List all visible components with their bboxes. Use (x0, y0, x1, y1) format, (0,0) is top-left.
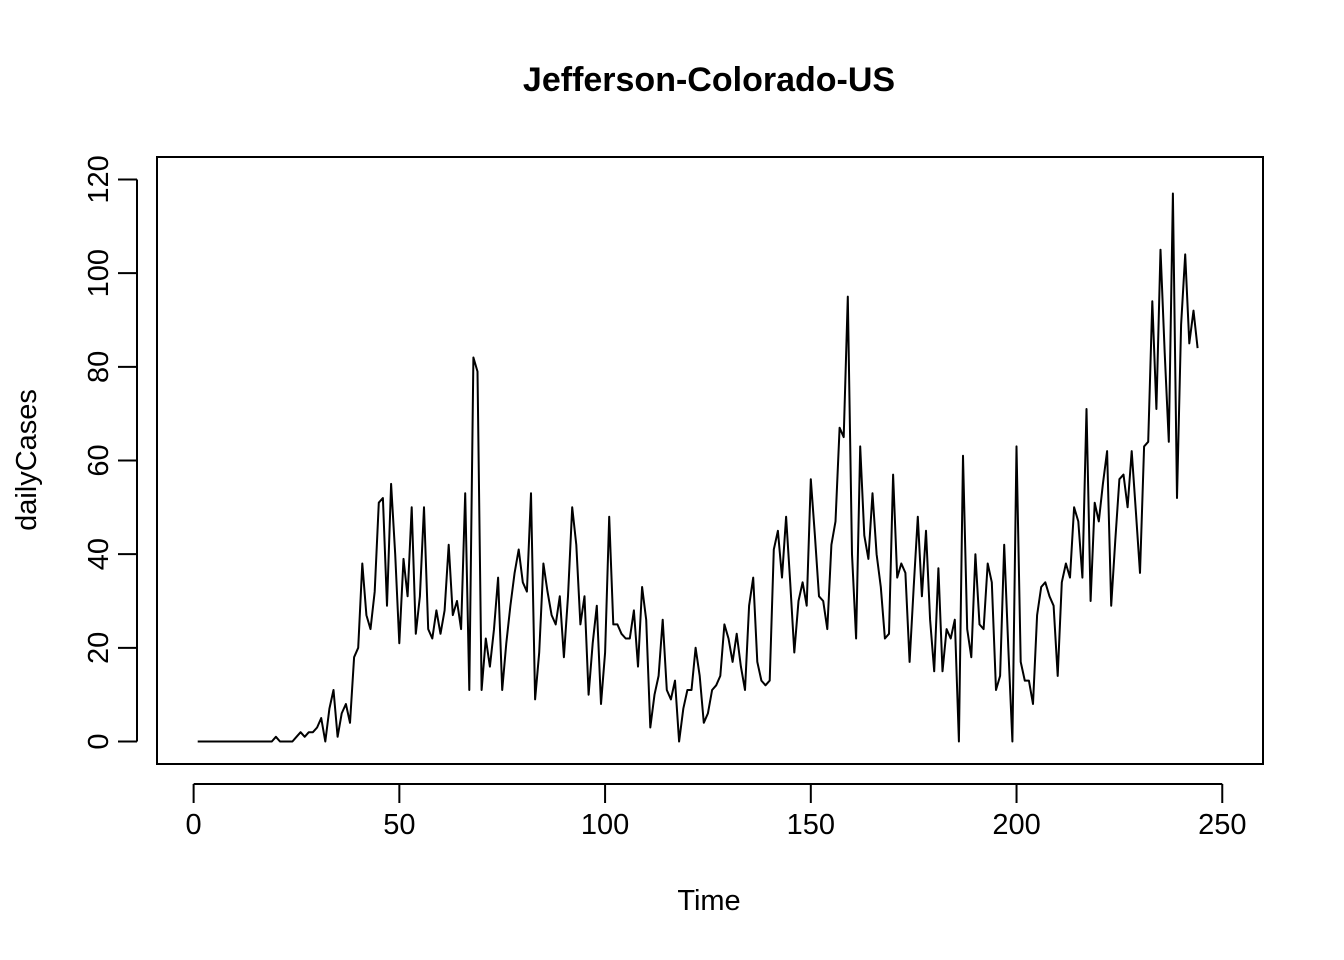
y-axis-label: dailyCases (11, 389, 43, 531)
x-tick-label: 150 (787, 809, 835, 841)
x-tick-label: 200 (992, 809, 1040, 841)
y-tick-label: 120 (83, 155, 115, 203)
plot-frame (156, 156, 1264, 765)
y-tick-label: 20 (83, 632, 115, 664)
daily-cases-line (197, 192, 1199, 743)
x-tick-label: 250 (1198, 809, 1246, 841)
y-tick-label: 100 (83, 249, 115, 297)
x-axis-label: Time (677, 885, 740, 917)
x-tick-label: 50 (383, 809, 415, 841)
y-tick-label: 40 (83, 538, 115, 570)
y-tick-label: 60 (83, 444, 115, 476)
x-axis: 0 50 100 150 200 250 (186, 783, 1246, 841)
x-tick-label: 100 (581, 809, 629, 841)
y-axis: 0 20 40 60 80 100 120 (83, 155, 138, 750)
x-tick-label: 0 (186, 809, 202, 841)
y-tick-label: 0 (83, 733, 115, 749)
chart-title: Jefferson-Colorado-US (523, 61, 895, 99)
y-tick-label: 80 (83, 351, 115, 383)
